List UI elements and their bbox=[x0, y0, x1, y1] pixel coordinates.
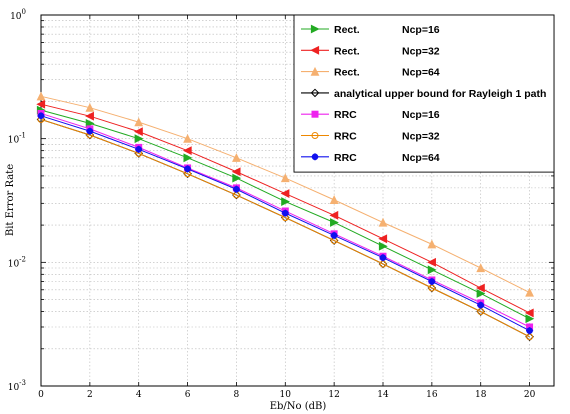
legend-entry: RRC Ncp=64 bbox=[301, 152, 440, 164]
ticks-layer: 0 2 4 6 8 10 12 14 16 18 20 100 10-1 10-2 10-3 bbox=[8, 8, 554, 400]
data-point bbox=[280, 189, 290, 198]
y-tick-label: 10-3 bbox=[8, 379, 26, 393]
series-2 bbox=[36, 91, 534, 297]
data-point bbox=[525, 287, 534, 297]
y-tick-label: 100 bbox=[10, 8, 26, 22]
legend-entry: Rect. Ncp=64 bbox=[301, 67, 440, 79]
legend-param: Ncp=16 bbox=[402, 24, 440, 36]
legend-param: Ncp=16 bbox=[402, 109, 440, 121]
x-tick-label: 14 bbox=[377, 390, 389, 400]
y-axis-label: Bit Error Rate bbox=[5, 164, 16, 236]
legend-param: Ncp=32 bbox=[402, 131, 440, 143]
data-point bbox=[330, 218, 339, 227]
legend-swatch-marker bbox=[310, 45, 320, 55]
series-1 bbox=[36, 99, 534, 318]
data-point bbox=[183, 153, 193, 163]
x-tick-label: 4 bbox=[136, 390, 142, 400]
x-axis-label: Eb/No (dB) bbox=[270, 401, 327, 412]
data-point bbox=[134, 134, 144, 144]
x-tick-label: 6 bbox=[185, 390, 191, 400]
data-point bbox=[476, 289, 486, 298]
data-point bbox=[378, 217, 388, 227]
legend-label: Rect. bbox=[334, 24, 360, 36]
legend-label: analytical upper bound for Rayleigh 1 pa… bbox=[334, 88, 546, 100]
data-point bbox=[85, 118, 95, 128]
legend-entry: analytical upper bound for Rayleigh 1 pa… bbox=[301, 88, 546, 100]
data-point bbox=[280, 173, 290, 183]
data-point bbox=[231, 167, 241, 177]
x-tick-label: 12 bbox=[328, 390, 339, 400]
legend-label: Rect. bbox=[334, 45, 360, 57]
legend-label: RRC bbox=[334, 152, 357, 164]
y-tick-label: 10-1 bbox=[8, 132, 26, 146]
data-point bbox=[329, 210, 339, 220]
x-tick-label: 18 bbox=[475, 390, 487, 400]
data-point bbox=[183, 133, 192, 143]
x-tick-label: 0 bbox=[38, 390, 44, 400]
data-point bbox=[85, 111, 94, 121]
series-6 bbox=[37, 112, 534, 335]
legend-swatch-marker bbox=[311, 132, 319, 139]
data-point bbox=[427, 265, 437, 275]
data-point bbox=[427, 257, 436, 267]
data-point bbox=[524, 308, 534, 318]
legend-entry: RRC Ncp=32 bbox=[301, 131, 440, 143]
legend-entry: Rect. Ncp=16 bbox=[301, 24, 440, 36]
legend-swatch-marker bbox=[310, 24, 320, 34]
series-5 bbox=[37, 115, 534, 341]
data-point bbox=[232, 173, 242, 183]
legend-entry: RRC Ncp=16 bbox=[301, 109, 440, 121]
legend-swatch-marker bbox=[311, 110, 319, 118]
legend-param: Ncp=64 bbox=[402, 152, 440, 164]
legend-label: Rect. bbox=[334, 67, 360, 79]
data-point bbox=[85, 102, 95, 112]
data-point bbox=[525, 314, 535, 324]
legend-label: RRC bbox=[334, 131, 357, 143]
data-point bbox=[329, 195, 339, 204]
data-point bbox=[232, 153, 241, 162]
legend-swatch-marker bbox=[310, 66, 320, 76]
x-tick-label: 8 bbox=[234, 390, 240, 400]
legend: Rect. Ncp=16 Rect. Ncp=32 Rect. Ncp=64 analyti… bbox=[293, 14, 555, 173]
data-point bbox=[476, 263, 486, 273]
data-point bbox=[475, 283, 485, 293]
x-tick-label: 10 bbox=[280, 390, 292, 400]
data-point bbox=[427, 239, 437, 249]
legend-box bbox=[293, 14, 555, 173]
x-tick-label: 20 bbox=[524, 390, 536, 400]
series-layer bbox=[36, 91, 535, 342]
data-point bbox=[281, 197, 291, 206]
data-point bbox=[182, 146, 192, 156]
legend-label: RRC bbox=[334, 109, 357, 121]
legend-swatch-marker bbox=[310, 88, 320, 98]
data-point bbox=[36, 99, 46, 109]
series-line bbox=[40, 118, 530, 338]
legend-param: Ncp=64 bbox=[402, 67, 440, 79]
data-point bbox=[378, 241, 388, 251]
data-point bbox=[134, 117, 144, 127]
x-tick-label: 16 bbox=[426, 390, 438, 400]
data-point bbox=[378, 234, 388, 244]
y-tick-label: 10-2 bbox=[8, 255, 26, 269]
legend-param: Ncp=32 bbox=[402, 45, 440, 57]
data-point bbox=[36, 91, 46, 101]
legend-entry: Rect. Ncp=32 bbox=[301, 45, 440, 57]
data-point bbox=[133, 127, 143, 137]
x-tick-label: 2 bbox=[87, 390, 93, 400]
